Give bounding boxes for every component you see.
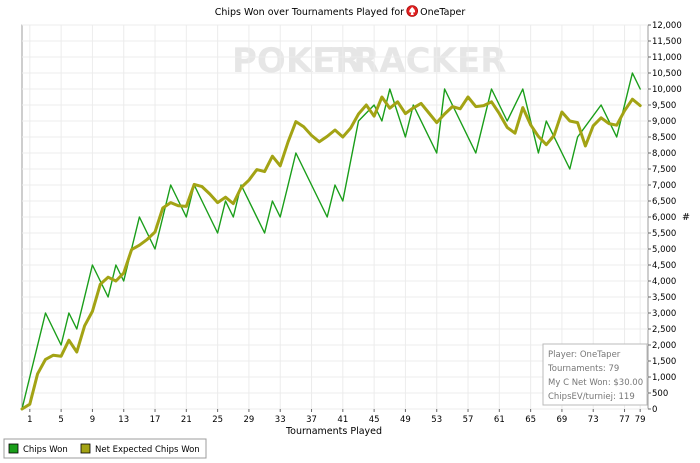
x-tick-label: 61 [494,415,505,425]
info-tournaments: Tournaments: 79 [547,364,619,374]
y-tick-label: 500 [652,389,668,399]
x-tick-label: 13 [118,415,129,425]
watermark: POKER TRACKER [232,41,506,81]
y-tick-label: 6,500 [652,197,676,207]
watermark-right: TRACKER [330,41,506,81]
info-player: Player: OneTaper [548,350,621,360]
y-tick-label: 4,500 [652,261,676,271]
y-tick-label: 8,000 [652,149,676,159]
y-tick-label: 12,000 [652,21,682,31]
y-tick-label: 5,500 [652,229,676,239]
x-tick-label: 65 [525,415,536,425]
x-tick-label: 37 [306,415,317,425]
chart-title-prefix: Chips Won over Tournaments Played for [215,7,404,18]
y-tick-label: 1,000 [652,373,676,383]
x-tick-label: 17 [150,415,161,425]
y-tick-label: 7,000 [652,181,676,191]
legend-swatch-net-expected [80,443,91,454]
x-tick-label: 1 [27,415,32,425]
y-tick-label: 3,500 [652,293,676,303]
legend-label-net-expected: Net Expected Chips Won [95,445,200,455]
chart-title: Chips Won over Tournaments Played for One… [215,7,466,18]
series-line-net-expected-chips-won [20,95,642,411]
y-tick-label: 6,000 [652,213,676,223]
x-tick-label: 79 [635,415,646,425]
x-tick-label: 45 [369,415,380,425]
y-axis-ticks: 0 500 1,000 1,500 2,000 2,500 3,000 3,500 4,000 4… [648,21,682,415]
y-tick-label: 3,000 [652,309,676,319]
y-tick-label: 9,000 [652,117,676,127]
y-tick-label: 11,500 [652,37,682,47]
y-tick-label: 2,000 [652,341,676,351]
x-tick-label: 77 [619,415,630,425]
y-tick-label: 9,500 [652,101,676,111]
x-tick-label: 29 [244,415,255,425]
y-tick-label: 7,500 [652,165,676,175]
spade-icon-shape [409,7,416,15]
x-tick-label: 9 [90,415,95,425]
watermark-left: POKER [232,41,362,81]
x-axis-ticks: 1 5 9 13 17 21 25 29 33 37 41 45 49 53 57 61 65 69 73 77 79 [27,409,646,425]
x-tick-label: 57 [463,415,474,425]
info-chips-ev: ChipsEV/turniej: 119 [548,392,635,402]
legend-label-chips-won: Chips Won [23,445,68,455]
x-tick-label: 49 [400,415,411,425]
x-axis-label: Tournaments Played [285,426,382,437]
y-tick-label: 10,000 [652,85,682,95]
x-tick-label: 21 [181,415,192,425]
x-tick-label: 5 [58,415,63,425]
y-axis-label: # [682,212,690,223]
x-tick-label: 69 [557,415,568,425]
y-tick-label: 10,500 [652,69,682,79]
series-line-chips-won [21,72,641,410]
x-tick-label: 41 [337,415,348,425]
x-tick-label: 33 [275,415,286,425]
y-tick-label: 8,500 [652,133,676,143]
poker-spade-icon [406,5,418,17]
x-tick-label: 73 [588,415,599,425]
info-box: Player: OneTaper Tournaments: 79 My C Ne… [542,343,648,406]
x-tick-label: 25 [212,415,223,425]
y-tick-label: 0 [652,405,657,415]
legend: Chips Won Net Expected Chips Won [3,438,207,459]
y-tick-label: 2,500 [652,325,676,335]
info-net-won: My C Net Won: $30.00 [548,378,643,388]
series-lines [20,72,642,411]
y-tick-label: 1,500 [652,357,676,367]
x-tick-label: 53 [431,415,442,425]
chart-title-player: OneTaper [420,7,465,18]
legend-swatch-chips-won [8,443,19,454]
y-tick-label: 11,000 [652,53,682,63]
y-tick-label: 5,000 [652,245,676,255]
y-tick-label: 4,000 [652,277,676,287]
